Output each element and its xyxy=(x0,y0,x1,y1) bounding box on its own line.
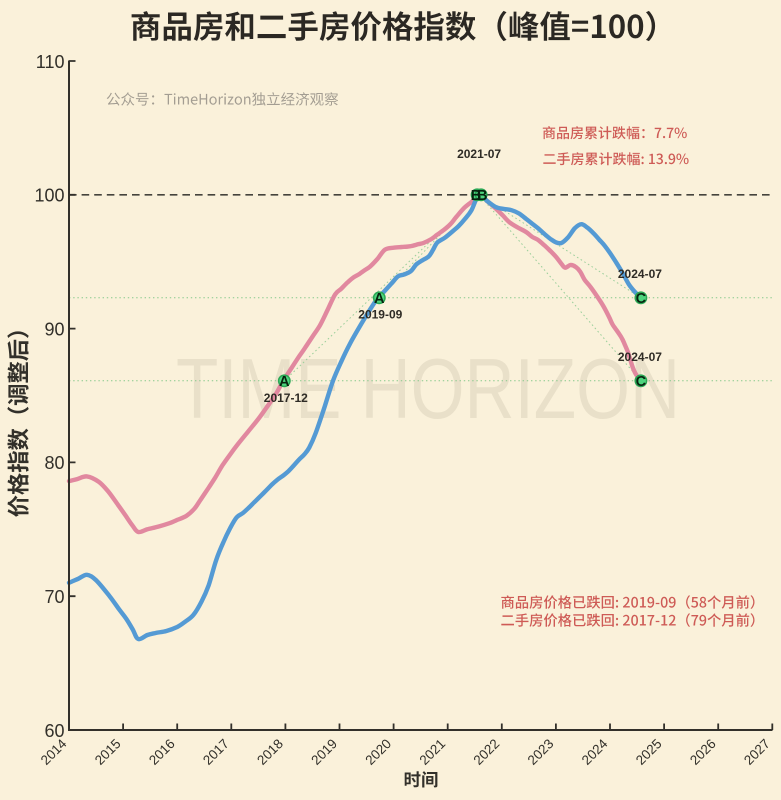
svg-text:70: 70 xyxy=(44,587,64,607)
svg-text:2017-12: 2017-12 xyxy=(264,391,308,405)
svg-text:C: C xyxy=(636,374,647,390)
svg-text:C: C xyxy=(636,291,647,307)
svg-text:100: 100 xyxy=(34,186,64,206)
svg-text:TIME HORIZON: TIME HORIZON xyxy=(176,342,680,437)
svg-text:2021-07: 2021-07 xyxy=(457,147,501,161)
svg-text:2019-09: 2019-09 xyxy=(358,307,402,321)
svg-text:B: B xyxy=(471,188,481,204)
svg-text:110: 110 xyxy=(36,52,65,72)
svg-text:2024-07: 2024-07 xyxy=(618,267,662,281)
svg-text:90: 90 xyxy=(44,319,64,339)
svg-text:80: 80 xyxy=(44,453,64,473)
svg-text:A: A xyxy=(279,374,290,390)
svg-text:60: 60 xyxy=(44,721,64,741)
svg-text:2024-07: 2024-07 xyxy=(618,350,662,364)
svg-text:A: A xyxy=(374,291,385,307)
svg-text:B: B xyxy=(477,188,487,204)
